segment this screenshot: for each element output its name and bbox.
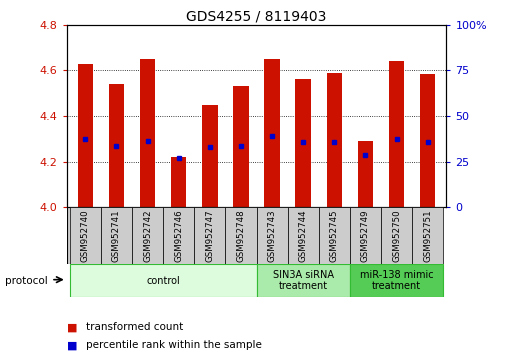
FancyBboxPatch shape (350, 207, 381, 264)
Bar (326, 73, 342, 207)
FancyBboxPatch shape (101, 207, 132, 264)
Text: GSM952741: GSM952741 (112, 209, 121, 262)
Text: ■: ■ (67, 322, 77, 332)
FancyBboxPatch shape (256, 207, 288, 264)
Bar (389, 61, 404, 207)
Bar (233, 86, 249, 207)
Bar (171, 157, 187, 207)
Text: miR-138 mimic
treatment: miR-138 mimic treatment (360, 270, 433, 291)
Bar (264, 59, 280, 207)
Text: ■: ■ (67, 340, 77, 350)
FancyBboxPatch shape (70, 207, 101, 264)
Bar (295, 80, 311, 207)
Bar (140, 59, 155, 207)
Text: protocol: protocol (5, 276, 48, 286)
FancyBboxPatch shape (225, 207, 256, 264)
FancyBboxPatch shape (70, 264, 256, 297)
Text: GSM952743: GSM952743 (268, 209, 277, 262)
Text: GSM952746: GSM952746 (174, 209, 183, 262)
Bar (358, 141, 373, 207)
Title: GDS4255 / 8119403: GDS4255 / 8119403 (186, 10, 327, 24)
Text: GSM952747: GSM952747 (205, 209, 214, 262)
FancyBboxPatch shape (132, 207, 163, 264)
FancyBboxPatch shape (381, 207, 412, 264)
FancyBboxPatch shape (288, 207, 319, 264)
Bar (109, 84, 124, 207)
Text: GSM952742: GSM952742 (143, 209, 152, 262)
FancyBboxPatch shape (319, 207, 350, 264)
FancyBboxPatch shape (194, 207, 225, 264)
Text: control: control (146, 275, 180, 286)
Text: GSM952745: GSM952745 (330, 209, 339, 262)
Text: GSM952751: GSM952751 (423, 209, 432, 262)
Text: GSM952749: GSM952749 (361, 209, 370, 262)
FancyBboxPatch shape (67, 207, 440, 264)
FancyBboxPatch shape (256, 264, 350, 297)
Text: GSM952750: GSM952750 (392, 209, 401, 262)
Text: SIN3A siRNA
treatment: SIN3A siRNA treatment (273, 270, 333, 291)
FancyBboxPatch shape (163, 207, 194, 264)
Text: percentile rank within the sample: percentile rank within the sample (86, 340, 262, 350)
Bar (77, 63, 93, 207)
Text: GSM952748: GSM952748 (236, 209, 245, 262)
Text: transformed count: transformed count (86, 322, 184, 332)
Text: GSM952744: GSM952744 (299, 209, 308, 262)
FancyBboxPatch shape (350, 264, 443, 297)
Bar (420, 74, 436, 207)
FancyBboxPatch shape (412, 207, 443, 264)
Bar (202, 104, 218, 207)
Text: GSM952740: GSM952740 (81, 209, 90, 262)
